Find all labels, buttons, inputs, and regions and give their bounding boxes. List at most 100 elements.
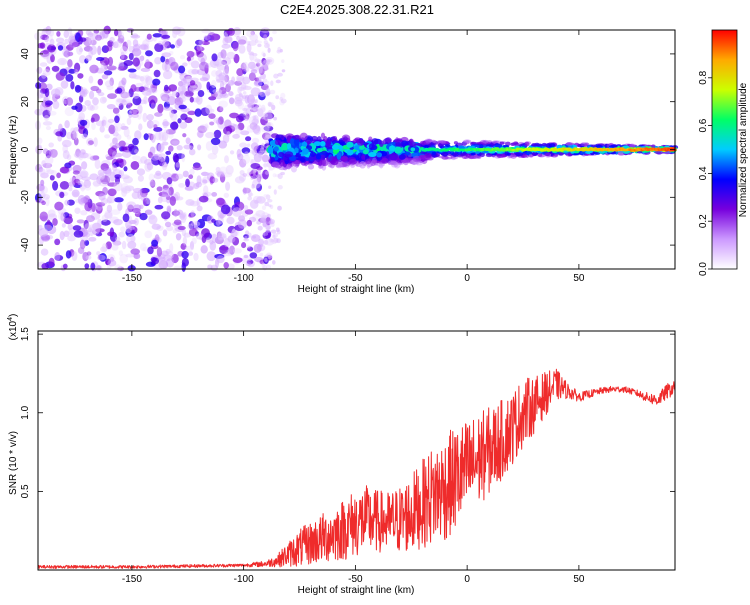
spectrogram-cell	[263, 34, 268, 40]
spectrogram-cell	[257, 76, 262, 83]
spectrogram-cell	[496, 153, 502, 157]
spectrogram-cell	[153, 172, 163, 180]
spectrogram-cell	[257, 225, 263, 231]
spectrogram-cell	[261, 150, 268, 155]
spectrogram-cell	[185, 137, 191, 145]
spectrogram-cell	[268, 204, 272, 208]
spectrogram-cell	[272, 239, 277, 245]
spectrogram-cell	[396, 138, 403, 144]
spectrogram-cell	[227, 225, 236, 234]
spectrogram-cell	[203, 185, 209, 195]
spectrogram-cell	[170, 112, 178, 121]
spectrogram-cell	[242, 154, 251, 164]
spectrogram-cell	[59, 180, 70, 190]
spectrogram-cell	[74, 207, 81, 214]
spectrogram-cell	[395, 142, 402, 147]
spectrogram-cell	[277, 173, 283, 180]
spectrogram-cell	[209, 121, 215, 126]
spectrogram-cell	[261, 51, 265, 57]
spectrogram-cell	[127, 204, 134, 213]
spectrogram-cell	[260, 104, 266, 112]
spectrogram-cell	[211, 144, 219, 155]
spectrogram-cell	[55, 37, 65, 43]
spectrogram-cell	[87, 32, 94, 38]
spectrogram-cell	[182, 170, 189, 178]
spectrogram-cell	[272, 30, 277, 35]
spectrogram-cell	[95, 228, 105, 233]
spectrogram-cell	[131, 191, 140, 200]
snr-x-ticks: -150 -100 -50 0 50	[122, 331, 585, 585]
spectrogram-cell	[73, 178, 81, 186]
spectrogram-cell	[154, 204, 164, 210]
spectrogram-cell	[115, 97, 122, 107]
spectrogram-cell	[266, 42, 270, 48]
spectrogram-cell	[280, 98, 287, 104]
spectrogram-cell	[186, 50, 195, 58]
spectrogram-cell	[328, 156, 337, 164]
spectrogram-cell	[229, 150, 235, 155]
spectrogram-cell	[532, 152, 537, 157]
spectrogram-cell	[107, 173, 116, 183]
spectrogram-cell	[160, 55, 166, 63]
spectrogram-cell	[174, 161, 180, 171]
spectrogram-cell	[136, 168, 146, 176]
spectrogram-cell	[277, 185, 283, 190]
spectrogram-cell	[211, 70, 218, 77]
spectrogram-cell	[247, 232, 252, 238]
spectrogram-cell	[109, 77, 114, 87]
spectrogram-cell	[243, 61, 248, 68]
spectrogram-cell	[197, 53, 207, 63]
spectrogram-cell	[50, 169, 58, 177]
spectrogram-cell	[537, 153, 543, 157]
spectrogram-cell	[205, 104, 213, 115]
spectrogram-cell	[92, 222, 102, 230]
spectrogram-cell	[252, 168, 257, 175]
spectrogram-cell	[478, 144, 484, 149]
spectrogram-cell	[201, 228, 210, 238]
spectrogram-cell	[225, 181, 231, 191]
spectrogram-cell	[246, 171, 251, 177]
spectrogram-cell	[63, 215, 73, 225]
spectrogram-cell	[70, 130, 77, 141]
spectrogram-cell	[114, 174, 122, 179]
spectrogram-cell	[65, 250, 72, 259]
spectrogram-cell	[118, 31, 124, 39]
spectrogram-cell	[166, 250, 174, 260]
spectrogram-cell	[38, 227, 49, 237]
spectrogram-cell	[139, 204, 144, 210]
spectrogram-cell	[234, 80, 242, 86]
spectrogram-cell	[45, 66, 51, 73]
spectrogram-cell	[79, 152, 89, 159]
spectrogram-cell	[249, 199, 259, 209]
spectrogram-cell	[221, 59, 228, 65]
spectrogram-cell	[207, 32, 217, 43]
spectrogram-cell	[315, 153, 322, 160]
spectrogram-cell	[82, 230, 89, 237]
spectrogram-cell	[106, 44, 113, 52]
spectrogram-cell	[118, 250, 124, 257]
spectrogram-cell	[170, 61, 179, 71]
spectrogram-cell	[265, 224, 271, 230]
spectrogram-cell	[143, 84, 149, 90]
spectrogram-cell	[444, 144, 451, 147]
spectrogram-cell	[44, 100, 53, 106]
spectrogram-cell	[189, 168, 195, 176]
spectrogram-cell	[59, 230, 65, 241]
spectrogram-cell	[188, 148, 196, 156]
spectrogram-cell	[263, 40, 268, 45]
spectrogram-cell	[267, 101, 272, 107]
spectrogram-cell	[132, 39, 139, 47]
spectrogram-cell	[126, 134, 132, 140]
spectrogram-cell	[57, 45, 64, 51]
spectrogram-cell	[281, 59, 285, 63]
spectrogram-cell	[243, 255, 249, 259]
spectrogram-cell	[191, 97, 201, 103]
spectrogram-cell	[381, 157, 389, 165]
spectrogram-cell	[236, 77, 245, 83]
spectrogram-cell	[138, 44, 149, 50]
spectrogram-cell	[263, 256, 269, 265]
spectrogram-cell	[248, 51, 255, 56]
spectrogram-cell	[236, 74, 245, 82]
spectrogram-cell	[239, 158, 247, 168]
spectrogram-cell	[515, 152, 524, 157]
